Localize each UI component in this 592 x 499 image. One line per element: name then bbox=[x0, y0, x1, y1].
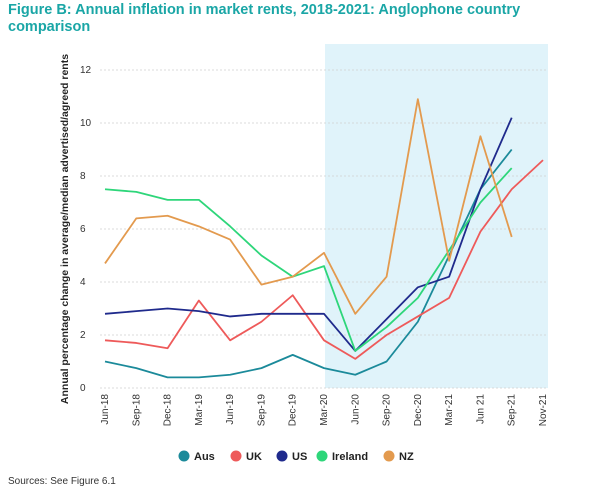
x-tick-label: Jun-20 bbox=[350, 394, 361, 425]
x-tick-label: Jun 21 bbox=[475, 394, 486, 424]
legend-swatch-aus bbox=[178, 450, 190, 462]
x-tick-label: Mar-19 bbox=[194, 394, 205, 426]
x-tick-label: Sep-18 bbox=[131, 394, 142, 427]
legend-label-us: US bbox=[292, 451, 307, 463]
y-axis-label: Annual percentage change in average/medi… bbox=[59, 54, 71, 404]
x-tick-label: Mar-20 bbox=[319, 394, 330, 426]
legend-label-nz: NZ bbox=[399, 451, 414, 463]
series-line-us bbox=[104, 117, 513, 352]
y-tick-label: 8 bbox=[80, 171, 86, 182]
y-tick-label: 12 bbox=[80, 65, 92, 76]
shaded-period bbox=[325, 44, 548, 388]
legend-swatch-nz bbox=[383, 450, 395, 462]
legend-label-aus: Aus bbox=[194, 451, 215, 463]
x-tick-label: Sep-21 bbox=[507, 394, 518, 427]
legend-swatch-ireland bbox=[316, 450, 328, 462]
y-tick-label: 4 bbox=[80, 277, 86, 288]
source-note: Sources: See Figure 6.1 bbox=[8, 476, 116, 487]
x-tick-label: Jun-18 bbox=[100, 394, 111, 425]
legend-swatch-uk bbox=[230, 450, 242, 462]
x-tick-label: Dec-18 bbox=[163, 394, 174, 427]
x-tick-label: Mar-21 bbox=[444, 394, 455, 426]
series-line-aus bbox=[104, 148, 513, 379]
y-tick-label: 6 bbox=[80, 224, 86, 235]
x-tick-label: Dec-19 bbox=[288, 394, 299, 427]
legend-label-ireland: Ireland bbox=[332, 451, 368, 463]
series-line-uk bbox=[104, 159, 544, 360]
x-tick-label: Nov-21 bbox=[538, 394, 549, 427]
chart-title: Figure B: Annual inflation in market ren… bbox=[8, 2, 521, 35]
legend-swatch-us bbox=[276, 450, 288, 462]
y-tick-label: 0 bbox=[80, 383, 86, 394]
legend-label-uk: UK bbox=[246, 451, 262, 463]
y-tick-label: 10 bbox=[80, 118, 92, 129]
x-tick-label: Sep-20 bbox=[382, 394, 393, 427]
series-line-nz bbox=[104, 98, 513, 315]
x-tick-label: Sep-19 bbox=[256, 394, 267, 427]
y-tick-label: 2 bbox=[80, 330, 86, 341]
x-tick-label: Jun-19 bbox=[225, 394, 236, 425]
x-tick-label: Dec-20 bbox=[413, 394, 424, 427]
series-line-ireland bbox=[104, 167, 513, 352]
